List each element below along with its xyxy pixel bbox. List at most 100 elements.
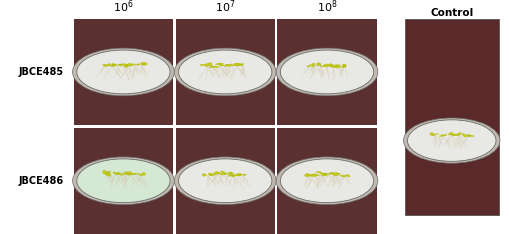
Ellipse shape (328, 65, 333, 67)
Ellipse shape (324, 64, 327, 67)
Ellipse shape (118, 173, 121, 174)
Ellipse shape (304, 175, 310, 176)
Ellipse shape (142, 63, 148, 65)
Ellipse shape (112, 65, 116, 66)
Ellipse shape (309, 64, 312, 66)
Bar (176, 19, 275, 125)
Ellipse shape (112, 64, 117, 66)
Ellipse shape (73, 48, 174, 96)
Ellipse shape (179, 159, 272, 203)
Ellipse shape (453, 134, 459, 136)
Ellipse shape (430, 132, 433, 135)
Bar (277, 19, 377, 125)
Ellipse shape (238, 174, 241, 175)
Text: JBCE486: JBCE486 (18, 176, 64, 186)
Ellipse shape (142, 172, 146, 175)
Ellipse shape (127, 64, 130, 66)
Ellipse shape (334, 66, 338, 67)
Ellipse shape (234, 64, 236, 66)
Ellipse shape (208, 63, 212, 66)
Ellipse shape (311, 175, 318, 177)
Ellipse shape (312, 64, 315, 65)
Bar (74, 19, 173, 125)
Ellipse shape (332, 65, 337, 67)
Ellipse shape (320, 65, 321, 66)
Ellipse shape (128, 174, 130, 176)
Bar (176, 128, 275, 234)
Ellipse shape (134, 173, 136, 174)
Ellipse shape (121, 64, 127, 65)
Bar (277, 128, 377, 234)
Ellipse shape (221, 64, 223, 66)
Ellipse shape (205, 63, 210, 65)
Ellipse shape (432, 134, 434, 136)
Ellipse shape (138, 175, 140, 176)
Ellipse shape (333, 66, 338, 68)
Ellipse shape (337, 173, 341, 174)
Ellipse shape (126, 173, 130, 174)
Ellipse shape (442, 134, 443, 135)
Ellipse shape (436, 133, 439, 134)
Ellipse shape (238, 63, 241, 66)
Bar (405, 19, 499, 215)
Ellipse shape (332, 173, 335, 175)
Ellipse shape (305, 174, 309, 177)
Ellipse shape (280, 159, 374, 203)
Ellipse shape (323, 174, 326, 175)
Ellipse shape (202, 174, 206, 176)
Ellipse shape (230, 65, 233, 66)
Ellipse shape (345, 175, 347, 176)
Ellipse shape (230, 175, 233, 176)
Ellipse shape (230, 172, 234, 175)
Ellipse shape (73, 157, 174, 205)
Ellipse shape (448, 134, 451, 135)
Ellipse shape (77, 159, 170, 203)
Bar (74, 128, 173, 234)
Ellipse shape (342, 64, 346, 66)
Ellipse shape (235, 63, 238, 66)
Text: 10$^8$: 10$^8$ (317, 0, 337, 15)
Ellipse shape (228, 175, 232, 176)
Ellipse shape (124, 65, 127, 66)
Ellipse shape (116, 172, 118, 174)
Ellipse shape (103, 64, 106, 67)
Ellipse shape (122, 173, 125, 174)
Ellipse shape (322, 65, 328, 67)
Ellipse shape (322, 173, 325, 176)
Ellipse shape (118, 64, 123, 65)
Ellipse shape (280, 50, 374, 94)
Ellipse shape (316, 171, 321, 173)
Ellipse shape (133, 64, 136, 65)
Ellipse shape (219, 65, 221, 66)
Ellipse shape (233, 63, 238, 66)
Ellipse shape (210, 175, 214, 176)
Ellipse shape (307, 66, 309, 67)
Ellipse shape (276, 157, 378, 205)
Ellipse shape (220, 171, 225, 173)
Ellipse shape (179, 50, 272, 94)
Ellipse shape (329, 173, 334, 174)
Ellipse shape (232, 175, 236, 177)
Ellipse shape (335, 174, 339, 175)
Ellipse shape (118, 173, 121, 174)
Ellipse shape (204, 174, 206, 176)
Ellipse shape (236, 175, 241, 176)
Ellipse shape (313, 63, 315, 64)
Ellipse shape (226, 65, 229, 66)
Ellipse shape (112, 64, 117, 66)
Ellipse shape (213, 66, 216, 67)
Ellipse shape (113, 172, 116, 174)
Ellipse shape (318, 63, 320, 65)
Text: 10$^7$: 10$^7$ (215, 0, 236, 15)
Ellipse shape (320, 173, 324, 175)
Ellipse shape (335, 65, 338, 67)
Ellipse shape (209, 174, 211, 176)
Ellipse shape (200, 64, 207, 66)
Ellipse shape (206, 65, 209, 67)
Text: 10$^6$: 10$^6$ (113, 0, 134, 15)
Ellipse shape (462, 133, 465, 135)
Ellipse shape (103, 170, 106, 173)
Ellipse shape (120, 174, 124, 175)
Ellipse shape (136, 64, 138, 66)
Ellipse shape (467, 135, 470, 137)
